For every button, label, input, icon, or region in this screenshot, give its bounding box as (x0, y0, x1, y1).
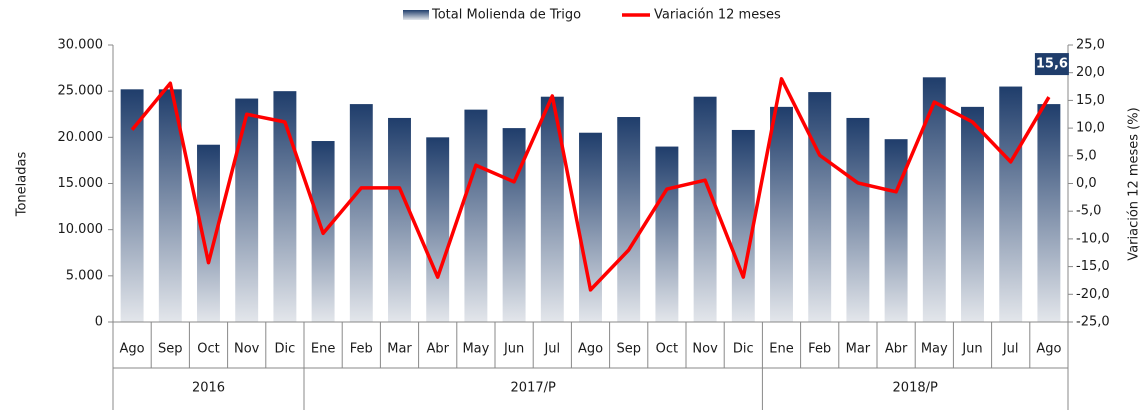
x-tick-label: Sep (616, 342, 641, 357)
y2-tick-label: 15,0 (1076, 93, 1105, 108)
bar (579, 132, 602, 322)
y-tick-label: 20.000 (58, 130, 104, 145)
x-tick-label: Ago (1036, 342, 1061, 357)
x-tick-label: Mar (387, 342, 412, 357)
x-tick-label: Ene (311, 342, 335, 357)
x-tick-label: May (462, 342, 489, 357)
bar (426, 137, 450, 322)
bar (197, 144, 220, 322)
y-tick-label: 0 (95, 315, 103, 330)
y2-tick-label: 10,0 (1076, 121, 1105, 136)
bar (731, 129, 755, 322)
group-label: 2016 (192, 381, 225, 396)
legend-label: Variación 12 meses (654, 8, 781, 23)
y2-tick-label: 5,0 (1076, 148, 1097, 163)
bar (1037, 104, 1061, 323)
bar (999, 86, 1023, 322)
bar (922, 77, 946, 322)
bar (388, 117, 411, 323)
x-tick-label: Jul (543, 342, 560, 357)
x-tick-label: Ene (769, 342, 793, 357)
x-tick-label: Ago (120, 342, 145, 357)
y-tick-label: 10.000 (58, 222, 104, 237)
bar (961, 106, 984, 322)
x-tick-label: Ago (578, 342, 603, 357)
bar (158, 89, 182, 322)
x-tick-label: Jun (503, 342, 524, 357)
x-tick-label: Abr (426, 342, 449, 357)
bar (770, 106, 793, 322)
x-tick-label: May (921, 342, 948, 357)
y2-axis-title: Variación 12 meses (%) (1127, 107, 1142, 260)
x-tick-label: Nov (234, 342, 260, 357)
legend-label: Total Molienda de Trigo (431, 8, 581, 23)
y-axis-title: Toneladas (15, 152, 30, 218)
x-tick-label: Sep (158, 342, 183, 357)
bar (273, 91, 297, 323)
x-tick-label: Jun (961, 342, 982, 357)
y2-tick-label: -25,0 (1076, 315, 1110, 330)
x-tick-label: Mar (846, 342, 871, 357)
bar (617, 117, 641, 323)
bar (808, 92, 832, 322)
group-label: 2018/P (893, 381, 938, 396)
y2-tick-label: 25,0 (1076, 38, 1105, 53)
x-tick-label: Dic (733, 342, 754, 357)
bar (693, 96, 717, 322)
bar (846, 117, 870, 323)
bar (235, 98, 259, 322)
group-label: 2017/P (511, 381, 556, 396)
y2-tick-label: 0,0 (1076, 176, 1097, 191)
y-tick-label: 30.000 (58, 38, 104, 53)
bar (884, 139, 908, 322)
legend-swatch (403, 10, 429, 20)
y2-tick-label: -15,0 (1076, 259, 1110, 274)
y-tick-label: 5.000 (66, 268, 103, 283)
value-label: 15,6 (1036, 57, 1068, 72)
x-tick-label: Oct (656, 342, 678, 357)
bar (349, 104, 373, 323)
y-tick-label: 15.000 (58, 176, 104, 191)
bar (655, 146, 679, 322)
y2-tick-label: -10,0 (1076, 231, 1110, 246)
y2-tick-label: 20,0 (1076, 65, 1105, 80)
y2-tick-label: -20,0 (1076, 287, 1110, 302)
bar (540, 96, 564, 322)
bar (120, 89, 144, 322)
x-tick-label: Feb (350, 342, 373, 357)
bar (502, 128, 526, 322)
bar (464, 109, 488, 322)
line-series (130, 77, 1051, 292)
x-tick-label: Feb (808, 342, 831, 357)
y2-tick-label: -5,0 (1076, 204, 1101, 219)
x-tick-label: Nov (692, 342, 718, 357)
x-tick-label: Jul (1002, 342, 1019, 357)
y-tick-label: 25.000 (58, 84, 104, 99)
x-tick-label: Abr (885, 342, 908, 357)
x-tick-label: Dic (275, 342, 296, 357)
value-label-box (1034, 53, 1069, 76)
x-tick-label: Oct (197, 342, 219, 357)
